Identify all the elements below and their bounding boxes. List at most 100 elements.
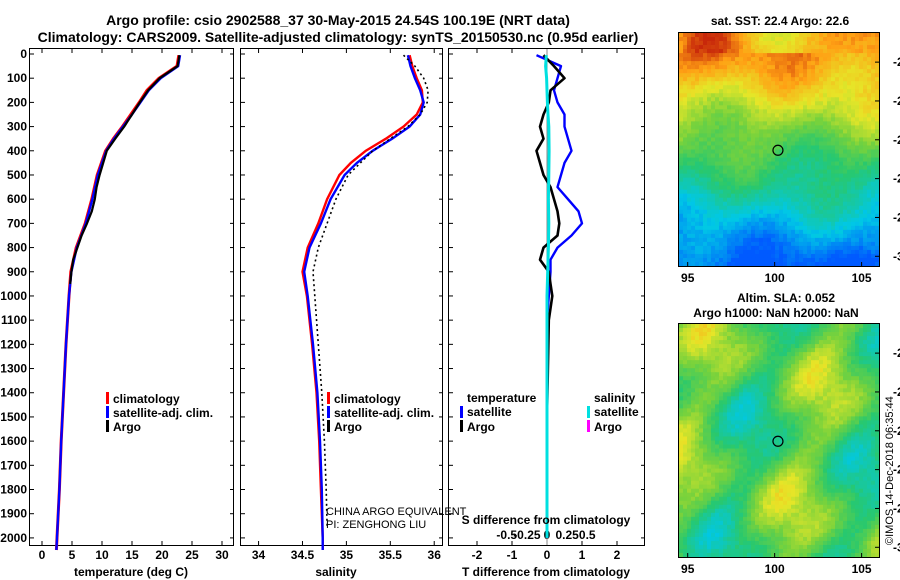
heatmap-cell: [711, 217, 716, 223]
heatmap-cell: [871, 213, 876, 219]
heatmap-cell: [867, 217, 872, 223]
heatmap-cell: [815, 241, 820, 247]
heatmap-cell: [799, 233, 804, 239]
heatmap-cell: [747, 177, 752, 183]
heatmap-cell: [783, 73, 788, 78]
heatmap-cell: [863, 117, 868, 122]
heatmap-cell: [739, 229, 744, 235]
heatmap-cell: [699, 392, 704, 397]
heatmap-cell: [723, 348, 728, 353]
heatmap-cell: [699, 121, 704, 126]
heatmap-cell: [791, 209, 796, 215]
heatmap-cell: [763, 412, 768, 417]
salinity-x-axis: 34 34.5 35 35.5 36: [252, 49, 441, 562]
annotation-pi: PI: ZENGHONG LIU: [326, 519, 426, 531]
heatmap-cell: [707, 456, 712, 461]
heatmap-cell: [827, 229, 832, 235]
heatmap-cell: [791, 33, 796, 38]
heatmap-cell: [871, 237, 876, 243]
depth-tick-label: 600: [7, 192, 27, 206]
heatmap-cell: [683, 69, 688, 74]
heatmap-cell: [811, 372, 816, 377]
heatmap-cell: [867, 33, 872, 38]
heatmap-cell: [815, 161, 820, 166]
heatmap-cell: [727, 392, 732, 397]
x-tick-label: 10: [95, 548, 109, 562]
heatmap-cell: [711, 412, 716, 417]
heatmap-cell: [839, 53, 844, 58]
heatmap-cell: [699, 233, 704, 239]
heatmap-cell: [727, 113, 732, 118]
heatmap-cell: [847, 145, 852, 150]
heatmap-cell: [871, 225, 876, 231]
heatmap-cell: [767, 165, 772, 170]
heatmap-cell: [835, 400, 840, 405]
heatmap-cell: [775, 416, 780, 421]
heatmap-cell: [679, 141, 684, 146]
heatmap-cell: [771, 452, 776, 457]
heatmap-cell: [723, 237, 728, 243]
heatmap-cell: [859, 181, 864, 187]
heatmap-cell: [791, 53, 796, 58]
heatmap-cell: [703, 249, 708, 255]
heatmap-cell: [787, 69, 792, 74]
heatmap-cell: [687, 464, 692, 470]
heatmap-cell: [851, 201, 856, 207]
heatmap-cell: [739, 69, 744, 74]
heatmap-cell: [791, 364, 796, 369]
heatmap-cell: [763, 97, 768, 102]
heatmap-cell: [855, 428, 860, 433]
heatmap-cell: [863, 412, 868, 417]
heatmap-cell: [747, 45, 752, 50]
heatmap-cell: [723, 424, 728, 429]
heatmap-cell: [763, 117, 768, 122]
heatmap-cell: [835, 149, 840, 154]
heatmap-cell: [695, 400, 700, 405]
heatmap-cell: [803, 105, 808, 110]
heatmap-cell: [871, 384, 876, 389]
heatmap-cell: [743, 241, 748, 247]
heatmap-cell: [799, 388, 804, 393]
heatmap-cell: [855, 233, 860, 239]
heatmap-cell: [791, 57, 796, 62]
heatmap-cell: [727, 181, 732, 187]
heatmap-cell: [859, 145, 864, 150]
heatmap-cell: [827, 356, 832, 361]
heatmap-cell: [859, 125, 864, 130]
heatmap-cell: [707, 45, 712, 50]
heatmap-cell: [775, 332, 780, 337]
heatmap-cell: [711, 328, 716, 333]
heatmap-cell: [827, 209, 832, 215]
heatmap-cell: [847, 344, 852, 349]
heatmap-cell: [787, 253, 792, 259]
heatmap-cell: [747, 384, 752, 389]
heatmap-cell: [863, 368, 868, 373]
heatmap-cell: [871, 324, 876, 329]
heatmap-cell: [791, 257, 796, 263]
heatmap-cell: [791, 69, 796, 74]
heatmap-cell: [811, 49, 816, 54]
heatmap-cell: [715, 324, 720, 329]
heatmap-cell: [727, 344, 732, 349]
heatmap-cell: [759, 193, 764, 199]
heatmap-cell: [791, 133, 796, 138]
heatmap-cell: [871, 97, 876, 102]
heatmap-cell: [767, 392, 772, 397]
heatmap-cell: [839, 340, 844, 345]
heatmap-cell: [871, 364, 876, 369]
heatmap-cell: [827, 105, 832, 110]
heatmap-cell: [839, 109, 844, 114]
heatmap-cell: [855, 340, 860, 345]
heatmap-cell: [811, 153, 816, 158]
heatmap-cell: [783, 217, 788, 223]
heatmap-cell: [751, 344, 756, 349]
legend-swatch-temp-argo: [460, 420, 463, 432]
heatmap-cell: [767, 201, 772, 207]
heatmap-cell: [835, 368, 840, 373]
heatmap-cell: [683, 364, 688, 369]
heatmap-cell: [863, 125, 868, 130]
heatmap-cell: [827, 157, 832, 162]
heatmap-cell: [787, 241, 792, 247]
heatmap-cell: [699, 45, 704, 50]
heatmap-cell: [699, 217, 704, 223]
